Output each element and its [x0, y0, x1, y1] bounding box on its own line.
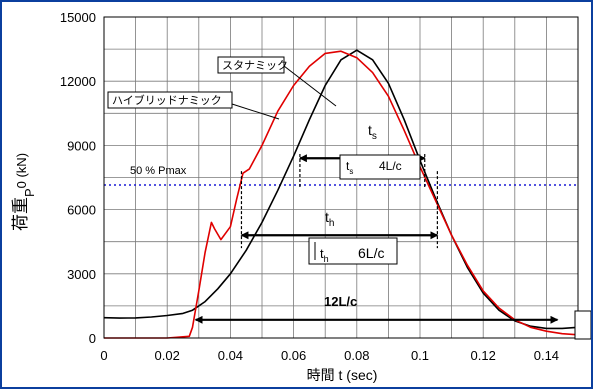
ts-box: ts 4L/c — [339, 154, 421, 180]
tick-labels: 0 0.02 0.04 0.06 0.08 0.1 0.12 0.14 0 3000 6000 900… — [60, 10, 559, 363]
y-axis-title: 荷重P0 (kN) — [11, 153, 37, 231]
y-axis-title-main: 荷重 — [11, 197, 30, 231]
x-tick-label: 0.1 — [411, 348, 429, 363]
plot-border — [103, 16, 579, 339]
y-axis-title-sub-right: 0 (kN) — [14, 153, 29, 188]
svg-text:荷重P0 (kN): 荷重P0 (kN) — [11, 153, 37, 231]
x-tick-label: 0.06 — [281, 348, 306, 363]
ts-box-sub: s — [349, 167, 353, 176]
y-tick-label: 9000 — [67, 138, 96, 153]
ts-box-main: t — [346, 159, 350, 173]
y-tick-label: 3000 — [67, 267, 96, 282]
edge-box — [574, 310, 591, 340]
ts-label: ts — [368, 122, 377, 142]
series-group — [103, 49, 579, 339]
x-tick-label: 0.08 — [344, 348, 369, 363]
th-box-sub: h — [324, 254, 329, 264]
th-box-main: t — [320, 246, 324, 261]
series-line-hybridnamic — [104, 50, 579, 339]
x-tick-label: 0.02 — [155, 348, 180, 363]
label-hybridnamic-text: ハイブリッドナミック — [112, 93, 222, 107]
th-label: th — [325, 209, 334, 229]
label-stanamic-text: スタナミック — [222, 59, 288, 72]
x-tick-label: 0 — [100, 348, 107, 363]
x-tick-label: 0.04 — [218, 348, 243, 363]
ts-box-value: 4L/c — [379, 159, 402, 173]
th-box: th 6L/c — [308, 237, 398, 265]
y-tick-label: 12000 — [60, 74, 96, 89]
x-axis-title: 時間 t (sec) — [307, 367, 378, 383]
label-hybridnamic: ハイブリッドナミック — [107, 91, 280, 120]
y-axis-title-sub-left: P — [22, 188, 37, 197]
label-stanamic: スタナミック — [217, 56, 337, 107]
th-box-value: 6L/c — [358, 245, 384, 261]
x-tick-label: 0.12 — [471, 348, 496, 363]
l12-label: 12L/c — [324, 294, 357, 309]
svg-text:th: th — [320, 246, 329, 264]
y-tick-label: 15000 — [60, 10, 96, 25]
x-tick-label: 0.14 — [534, 348, 559, 363]
svg-text:ts: ts — [346, 159, 353, 176]
series-line-stanamic — [103, 49, 579, 330]
y-tick-label: 6000 — [67, 203, 96, 218]
y-tick-label: 0 — [89, 331, 96, 346]
grid — [104, 17, 578, 338]
reference-line-label: 50 % Pmax — [130, 165, 187, 177]
